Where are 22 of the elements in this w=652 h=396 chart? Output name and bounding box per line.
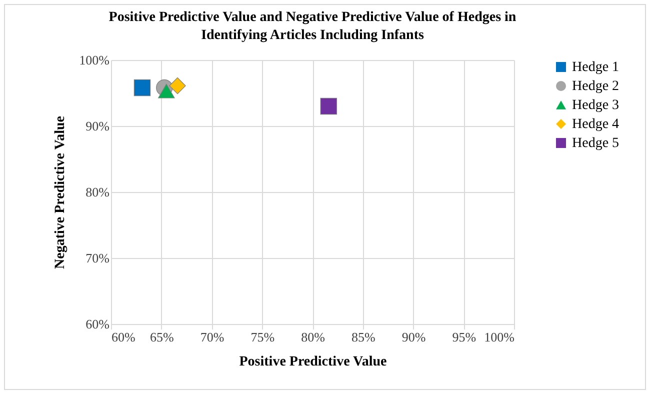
legend-label: Hedge 2 (572, 79, 620, 94)
x-tick-label: 60% (112, 330, 136, 344)
chart-title: Positive Predictive Value and Negative Predictive Value of Hedges in Identifying Articles Including Infants (108, 10, 516, 43)
y-tick-label: 80% (86, 184, 110, 200)
x-tick-label: 65% (150, 330, 174, 344)
legend-label: Hedge 1 (572, 60, 620, 75)
legend-label: Hedge 5 (572, 136, 620, 151)
y-axis-title: Negative Predictive Value (53, 116, 68, 269)
legend-label: Hedge 4 (572, 117, 620, 132)
x-tick-label: 70% (200, 330, 224, 344)
y-tick-label: 70% (86, 250, 110, 266)
y-tick-label: 90% (86, 118, 110, 134)
x-tick-label: 95% (452, 330, 476, 344)
y-tick-label: 100% (79, 52, 110, 68)
x-axis-title: Positive Predictive Value (239, 354, 387, 370)
x-tick-label: 80% (301, 330, 326, 344)
x-tick-label: 100% (484, 330, 515, 344)
x-tick-label: 90% (402, 330, 426, 344)
x-tick-label: 75% (250, 330, 275, 344)
y-tick-label: 60% (86, 316, 110, 332)
legend-label: Hedge 3 (572, 98, 620, 113)
x-tick-label: 85% (351, 330, 376, 344)
